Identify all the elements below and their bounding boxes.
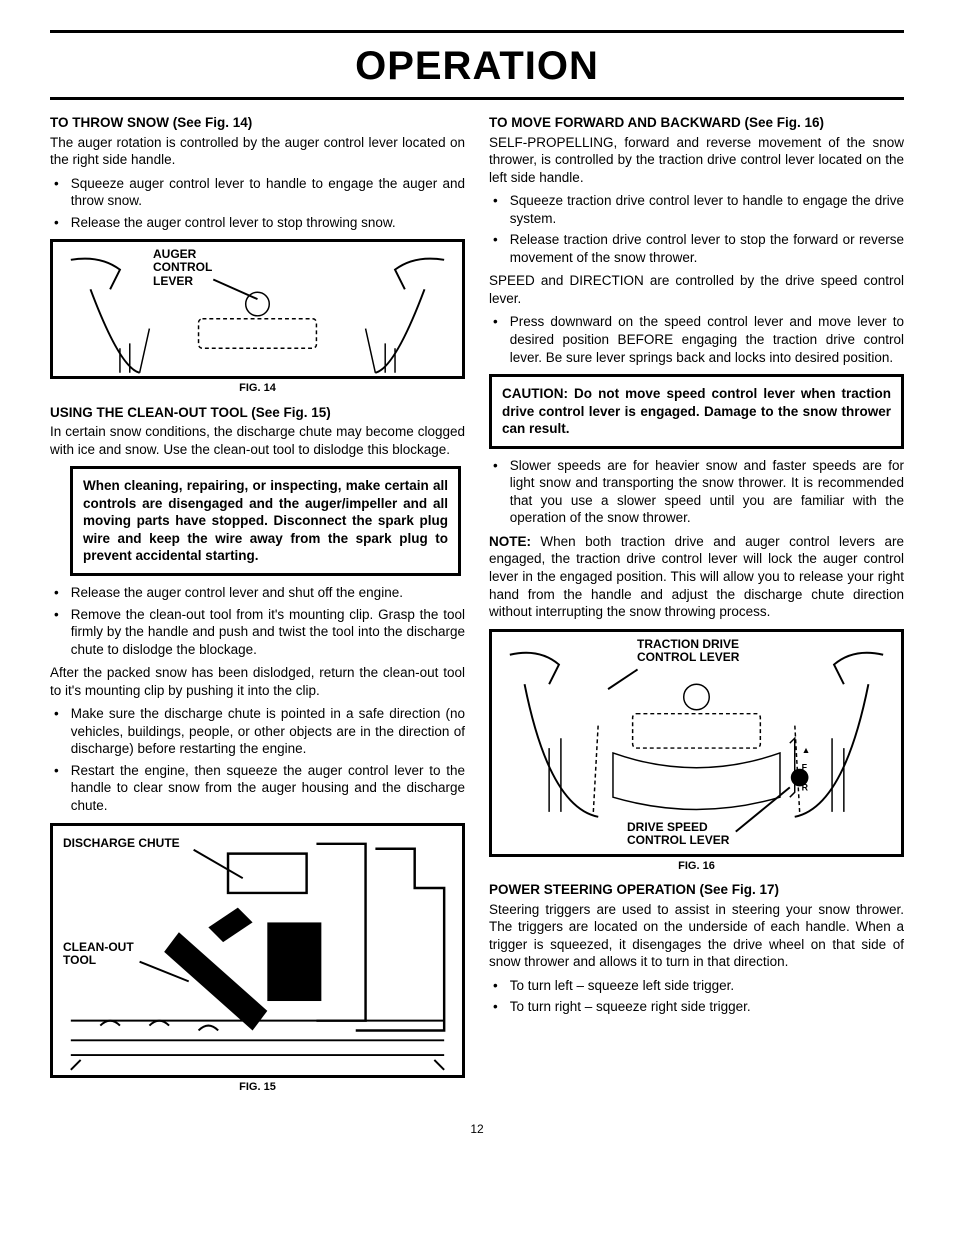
list-move-1: Squeeze traction drive control lever to … [489,192,904,266]
svg-text:▲: ▲ [802,745,811,755]
bullet-text: Remove the clean-out tool from it's moun… [71,606,465,659]
warning-text: When cleaning, repairing, or inspecting,… [83,478,448,563]
bullet-text: Restart the engine, then squeeze the aug… [71,762,465,815]
title-underline [50,97,904,100]
fig16-label-traction2: CONTROL LEVER [637,650,739,664]
fig16-label-speed1: DRIVE SPEED [627,820,708,834]
note-label: NOTE: [489,534,531,549]
fig14-illustration [61,250,454,378]
fig14-label-line3: LEVER [153,274,193,288]
list-item: To turn right – squeeze right side trigg… [489,998,904,1016]
figure-16: TRACTION DRIVE CONTROL LEVER DRIVE SPEED… [489,629,904,857]
para-speed-direction: SPEED and DIRECTION are controlled by th… [489,272,904,307]
list-move-2: Press downward on the speed control leve… [489,313,904,366]
warning-box-cleaning: When cleaning, repairing, or inspecting,… [70,466,461,576]
list-item: Slower speeds are for heavier snow and f… [489,457,904,527]
heading-power-steering: POWER STEERING OPERATION (See Fig. 17) [489,881,904,899]
list-item: Make sure the discharge chute is pointed… [50,705,465,758]
bullet-text: Release traction drive control lever to … [510,231,904,266]
fig14-caption: FIG. 14 [50,381,465,395]
para-power-steering: Steering triggers are used to assist in … [489,901,904,971]
list-item: Release traction drive control lever to … [489,231,904,266]
fig16-label-speed2: CONTROL LEVER [627,833,729,847]
top-rule [50,30,904,33]
left-column: TO THROW SNOW (See Fig. 14) The auger ro… [50,108,465,1102]
list-item: To turn left – squeeze left side trigger… [489,977,904,995]
page-number: 12 [50,1122,904,1138]
list-cleanout-1: Release the auger control lever and shut… [50,584,465,658]
caution-box-speed: CAUTION: Do not move speed control lever… [489,374,904,449]
content-columns: TO THROW SNOW (See Fig. 14) The auger ro… [50,108,904,1102]
note-text: When both traction drive and auger contr… [489,534,904,619]
bullet-text: Release the auger control lever and shut… [71,584,465,602]
bullet-text: Slower speeds are for heavier snow and f… [510,457,904,527]
bullet-text: Release the auger control lever to stop … [71,214,465,232]
heading-cleanout: USING THE CLEAN-OUT TOOL (See Fig. 15) [50,404,465,422]
para-self-propel: SELF-PROPELLING, forward and reverse mov… [489,134,904,187]
list-item: Restart the engine, then squeeze the aug… [50,762,465,815]
figure-14: AUGER CONTROL LEVER [50,239,465,379]
list-steering: To turn left – squeeze left side trigger… [489,977,904,1016]
para-throw-snow: The auger rotation is controlled by the … [50,134,465,169]
figure-15: DISCHARGE CHUTE CLEAN-OUT TOOL [50,823,465,1078]
fig16-caption: FIG. 16 [489,859,904,873]
fig15-label-discharge: DISCHARGE CHUTE [63,836,180,850]
caution-text: CAUTION: Do not move speed control lever… [502,386,891,436]
list-item: Squeeze auger control lever to handle to… [50,175,465,210]
list-item: Release the auger control lever to stop … [50,214,465,232]
list-cleanout-2: Make sure the discharge chute is pointed… [50,705,465,814]
list-item: Remove the clean-out tool from it's moun… [50,606,465,659]
bullet-text: To turn left – squeeze left side trigger… [510,977,904,995]
heading-throw-snow: TO THROW SNOW (See Fig. 14) [50,114,465,132]
fig16-label-traction1: TRACTION DRIVE [637,637,739,651]
bullet-text: Squeeze auger control lever to handle to… [71,175,465,210]
bullet-text: Press downward on the speed control leve… [510,313,904,366]
heading-move: TO MOVE FORWARD AND BACKWARD (See Fig. 1… [489,114,904,132]
list-item: Release the auger control lever and shut… [50,584,465,602]
list-move-3: Slower speeds are for heavier snow and f… [489,457,904,527]
fig15-caption: FIG. 15 [50,1080,465,1094]
bullet-text: To turn right – squeeze right side trigg… [510,998,904,1016]
list-throw-snow: Squeeze auger control lever to handle to… [50,175,465,232]
para-cleanout: In certain snow conditions, the discharg… [50,423,465,458]
bullet-text: Make sure the discharge chute is pointed… [71,705,465,758]
bullet-text: Squeeze traction drive control lever to … [510,192,904,227]
right-column: TO MOVE FORWARD AND BACKWARD (See Fig. 1… [489,108,904,1102]
list-item: Press downward on the speed control leve… [489,313,904,366]
page-title: OPERATION [50,35,904,97]
fig15-label-cleanout1: CLEAN-OUT [63,940,134,954]
para-after-dislodge: After the packed snow has been dislodged… [50,664,465,699]
fig14-label-line1: AUGER [153,247,196,261]
fig15-label-cleanout2: TOOL [63,953,96,967]
note-para: NOTE: When both traction drive and auger… [489,533,904,621]
fig14-label-line2: CONTROL [153,260,212,274]
list-item: Squeeze traction drive control lever to … [489,192,904,227]
